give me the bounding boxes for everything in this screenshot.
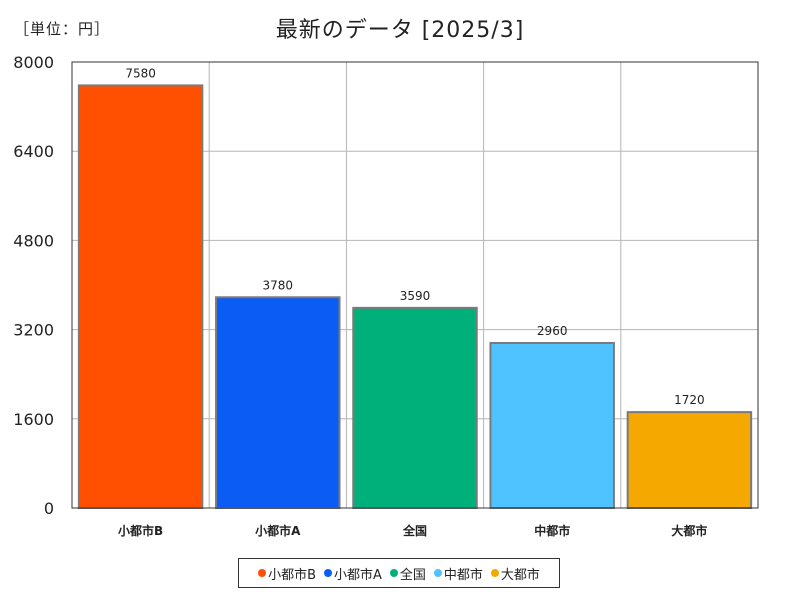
x-tick-label: 中都市 (534, 523, 570, 538)
legend-item: 大都市 (490, 564, 540, 583)
legend-swatch (490, 569, 499, 577)
legend-swatch (323, 569, 332, 577)
bar (352, 306, 478, 510)
legend-item: 小都市A (323, 564, 382, 583)
bar (489, 341, 615, 510)
legend-label: 小都市A (333, 567, 382, 583)
chart-title: 最新のデータ [2025/3] (275, 18, 525, 43)
bar-value-label: 1720 (674, 393, 705, 407)
y-tick-label: 6400 (13, 142, 54, 161)
legend-label: 全国 (399, 567, 426, 583)
bar (626, 411, 753, 509)
bar (215, 296, 341, 510)
y-tick-label: 3200 (13, 321, 54, 340)
unit-label: ［単位：円］ (14, 20, 111, 38)
legend-label: 大都市 (500, 567, 540, 583)
legend-item: 中都市 (433, 564, 483, 583)
plot-frame (71, 61, 759, 509)
bar (77, 84, 204, 509)
y-tick-label: 4800 (13, 231, 54, 250)
legend-swatch (389, 569, 398, 577)
legend-item: 全国 (389, 564, 426, 583)
legend-label: 中都市 (443, 567, 483, 583)
x-tick-label: 小都市A (255, 523, 301, 538)
chart-legend: 小都市B 小都市A 全国 中都市 大都市 (238, 558, 560, 588)
legend-label: 小都市B (268, 567, 316, 583)
legend-swatch (433, 569, 442, 577)
legend-swatch (258, 569, 267, 577)
bar-value-label: 3780 (263, 278, 294, 292)
bar-value-label: 7580 (125, 66, 156, 80)
y-tick-label: 0 (44, 499, 54, 518)
legend-item: 小都市B (258, 564, 316, 583)
bar-value-label: 3590 (400, 289, 431, 303)
y-tick-label: 8000 (13, 53, 54, 72)
bar-value-label: 2960 (537, 324, 568, 338)
x-tick-label: 大都市 (671, 523, 707, 538)
y-tick-label: 1600 (13, 410, 54, 429)
x-tick-label: 小都市B (118, 523, 163, 538)
x-tick-label: 全国 (402, 523, 427, 538)
